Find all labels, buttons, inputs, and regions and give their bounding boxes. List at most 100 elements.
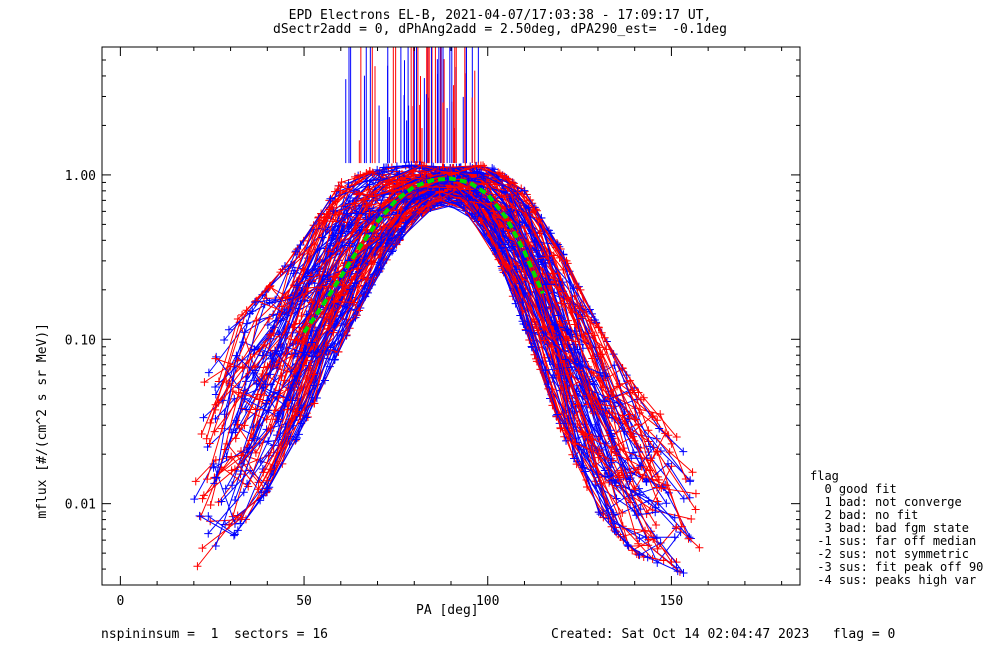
data-point	[471, 212, 480, 221]
data-point	[607, 458, 616, 467]
data-point	[422, 174, 431, 183]
data-point	[653, 497, 662, 506]
data-point	[549, 251, 558, 260]
data-point	[574, 366, 583, 375]
data-point	[385, 196, 394, 205]
data-point	[206, 501, 215, 510]
data-point	[653, 448, 662, 457]
data-point	[695, 543, 704, 552]
data-point	[691, 489, 700, 498]
data-point	[642, 477, 651, 486]
data-point	[465, 185, 474, 194]
data-point	[540, 247, 549, 256]
data-point	[457, 198, 466, 207]
data-point	[562, 256, 571, 265]
data-point	[569, 284, 578, 293]
data-point	[579, 445, 588, 454]
data-point	[573, 400, 582, 409]
data-point	[299, 348, 308, 357]
data-point	[625, 410, 634, 419]
data-point	[618, 509, 627, 518]
data-point	[537, 255, 546, 264]
data-point	[368, 168, 377, 177]
data-point	[662, 499, 671, 508]
x-tick-label: 0	[116, 594, 124, 609]
data-point	[271, 295, 280, 304]
y-tick-label: 0.01	[65, 498, 96, 513]
data-point	[575, 302, 584, 311]
data-point	[435, 187, 444, 196]
data-point	[390, 222, 399, 231]
data-point	[479, 172, 488, 181]
data-point	[316, 216, 325, 225]
data-point	[530, 206, 539, 215]
data-point	[520, 186, 529, 195]
data-point	[385, 183, 394, 192]
data-point	[310, 399, 319, 408]
data-point	[293, 281, 302, 290]
data-point	[325, 205, 334, 214]
data-point	[595, 445, 604, 454]
data-point	[272, 316, 281, 325]
data-point	[242, 372, 251, 381]
data-point	[220, 336, 229, 345]
data-point	[250, 362, 259, 371]
data-point	[326, 194, 335, 203]
data-point	[249, 376, 258, 385]
data-point	[318, 233, 327, 242]
series-line	[253, 172, 640, 453]
data-point	[520, 224, 529, 233]
data-point	[330, 355, 339, 364]
data-point	[276, 444, 285, 453]
data-point	[667, 557, 676, 566]
x-tick-label: 100	[476, 594, 499, 609]
series-line	[260, 195, 614, 514]
data-point	[384, 176, 393, 185]
data-point	[349, 298, 358, 307]
legend-item: 3 bad: bad fgm state	[810, 521, 969, 535]
data-point	[211, 383, 220, 392]
data-point	[341, 302, 350, 311]
data-point	[691, 505, 700, 514]
data-point	[547, 342, 556, 351]
data-point	[384, 213, 393, 222]
data-point	[573, 345, 582, 354]
data-point	[238, 355, 247, 364]
data-point	[508, 242, 517, 251]
axes-layer: 0 50 100 150 0.01 0.10 1.00	[65, 46, 800, 609]
series-line	[281, 178, 683, 527]
data-point	[581, 467, 590, 476]
data-point	[233, 315, 242, 324]
data-point	[570, 454, 579, 463]
chart-title-line-2: dSectr2add = 0, dPhAng2add = 2.50deg, dP…	[273, 22, 727, 37]
data-point	[233, 356, 242, 365]
data-point	[202, 434, 211, 443]
data-point	[498, 171, 507, 180]
data-point	[681, 475, 690, 484]
data-point	[557, 299, 566, 308]
series-line	[284, 184, 690, 538]
data-point	[241, 405, 250, 414]
data-point	[210, 427, 219, 436]
data-point	[392, 240, 401, 249]
data-point	[527, 342, 536, 351]
data-point	[562, 326, 571, 335]
data-point	[265, 314, 274, 323]
y-axis-label: mflux [#/(cm^2 s sr MeV)]	[35, 322, 50, 519]
data-point	[670, 533, 679, 542]
data-point	[294, 386, 303, 395]
data-point	[292, 435, 301, 444]
data-point	[365, 180, 374, 189]
data-point	[230, 465, 239, 474]
data-point	[397, 224, 406, 233]
series-line	[241, 165, 631, 419]
data-point	[274, 417, 283, 426]
data-point	[414, 187, 423, 196]
data-point	[439, 163, 448, 172]
data-point	[380, 190, 389, 199]
data-point	[197, 429, 206, 438]
data-point	[273, 412, 282, 421]
data-point	[269, 310, 278, 319]
data-point	[365, 209, 374, 218]
data-point	[276, 268, 285, 277]
